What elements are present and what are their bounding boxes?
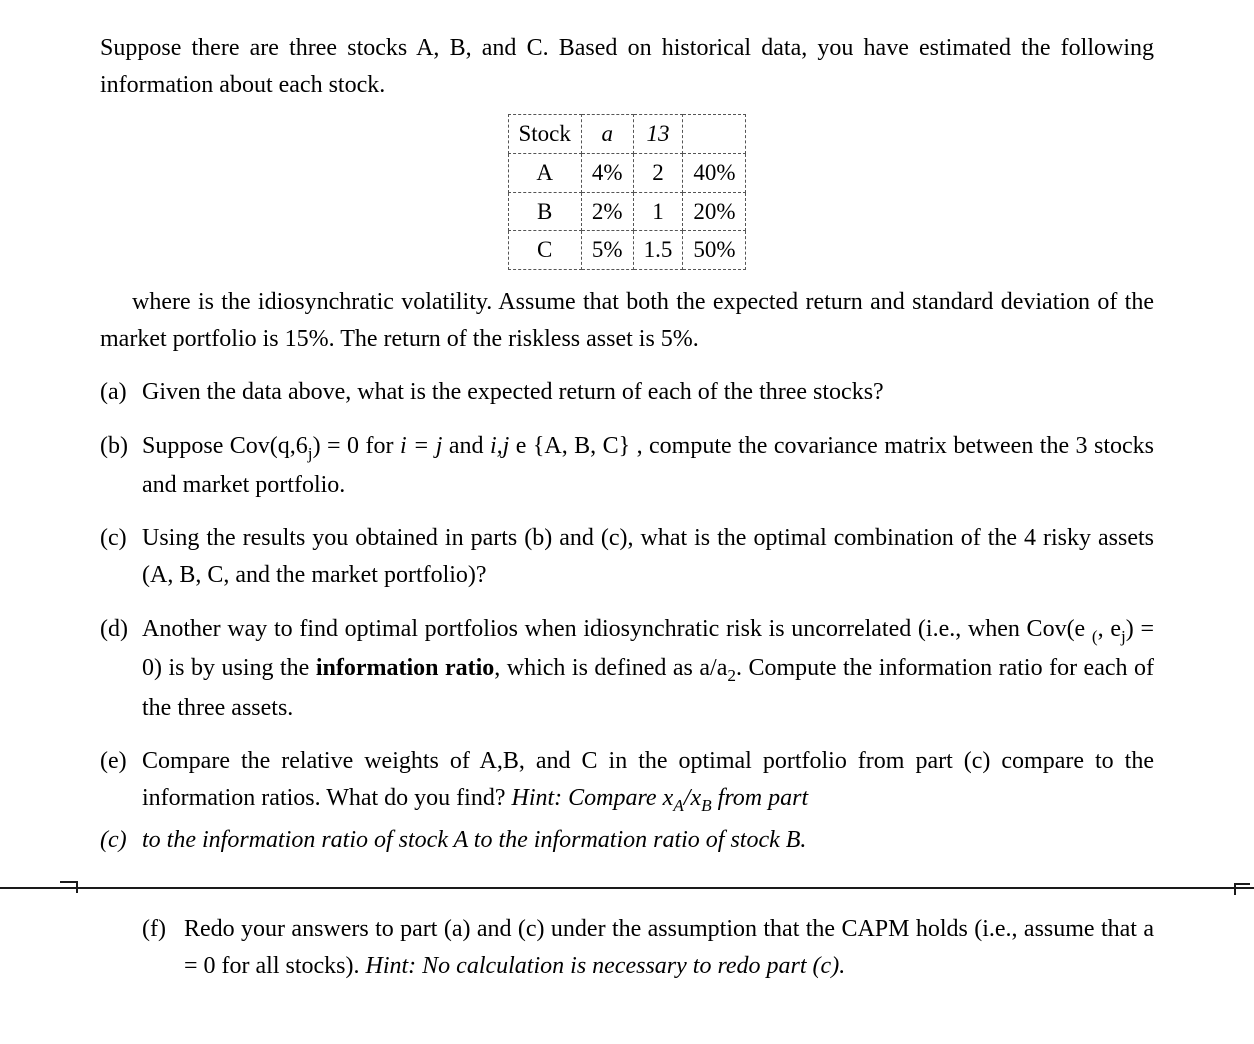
text: from part: [712, 785, 808, 811]
question-a: (a) Given the data above, what is the ex…: [100, 374, 1154, 411]
question-e: (e) Compare the relative weights of A,B,…: [100, 743, 1154, 820]
cell: 1: [633, 192, 683, 231]
question-b: (b) Suppose Cov(q,6j) = 0 for i = j and …: [100, 428, 1154, 505]
cell: 4%: [581, 154, 633, 193]
italic-text: i = j: [400, 433, 442, 459]
text: and: [442, 433, 490, 459]
cell: 5%: [581, 231, 633, 270]
subscript: 2: [727, 666, 736, 685]
cell: 1.5: [633, 231, 683, 270]
question-label: (a): [100, 374, 142, 411]
text: ) = 0 for: [313, 433, 400, 459]
question-d: (d) Another way to find optimal portfoli…: [100, 611, 1154, 727]
col-13: 13: [633, 115, 683, 154]
question-body: Redo your answers to part (a) and (c) un…: [184, 911, 1154, 985]
table-row: A 4% 2 40%: [508, 154, 746, 193]
question-e-continuation: (c) to the information ratio of stock A …: [100, 822, 1154, 859]
question-body: Given the data above, what is the expect…: [142, 374, 1154, 411]
rule-line: [0, 887, 1254, 889]
table-row: C 5% 1.5 50%: [508, 231, 746, 270]
question-f-block: (f) Redo your answers to part (a) and (c…: [100, 911, 1154, 985]
document-page: Suppose there are three stocks A, B, and…: [0, 0, 1254, 1041]
hint-text: Hint: No calculation is necessary to red…: [366, 953, 846, 979]
col-stock: Stock: [508, 115, 581, 154]
question-label: (c): [100, 520, 142, 557]
cell: B: [508, 192, 581, 231]
cell: 20%: [683, 192, 746, 231]
question-label: (f): [142, 911, 184, 948]
hint-text: Hint: Compare xA/xB from part: [511, 785, 808, 811]
cell: 40%: [683, 154, 746, 193]
table-header-row: Stock a 13: [508, 115, 746, 154]
stock-table-wrapper: Stock a 13 A 4% 2 40% B 2% 1 20% C 5% 1.…: [100, 114, 1154, 270]
col-a: a: [581, 115, 633, 154]
subscript: B: [701, 796, 712, 815]
question-label: (d): [100, 611, 142, 648]
question-body: Suppose Cov(q,6j) = 0 for i = j and i,j …: [142, 428, 1154, 505]
question-body: Another way to find optimal portfolios w…: [142, 611, 1154, 727]
question-body: Compare the relative weights of A,B, and…: [142, 743, 1154, 820]
horizontal-rule: [0, 881, 1254, 895]
cell: 2: [633, 154, 683, 193]
question-sublabel: (c): [100, 822, 142, 859]
question-f: (f) Redo your answers to part (a) and (c…: [142, 911, 1154, 985]
question-c: (c) Using the results you obtained in pa…: [100, 520, 1154, 594]
table-row: B 2% 1 20%: [508, 192, 746, 231]
context-paragraph: where is the idiosynchratic volatility. …: [100, 284, 1154, 358]
text: Another way to find optimal portfolios w…: [142, 616, 1092, 642]
question-list: (a) Given the data above, what is the ex…: [100, 374, 1154, 859]
question-label: (b): [100, 428, 142, 465]
subscript: A: [673, 796, 684, 815]
cell: C: [508, 231, 581, 270]
text: , e: [1098, 616, 1121, 642]
text: /x: [684, 785, 701, 811]
question-body: Using the results you obtained in parts …: [142, 520, 1154, 594]
col-blank: [683, 115, 746, 154]
cell: 50%: [683, 231, 746, 270]
italic-text: i,j: [490, 433, 509, 459]
cell: A: [508, 154, 581, 193]
intro-paragraph: Suppose there are three stocks A, B, and…: [100, 30, 1154, 104]
text: Hint: Compare x: [511, 785, 673, 811]
rule-tick-right: [1234, 883, 1250, 895]
bold-text: information ratio: [316, 655, 494, 681]
text: , which is defined as a/a: [494, 655, 727, 681]
text: Suppose Cov(q,6: [142, 433, 308, 459]
question-label: (e): [100, 743, 142, 780]
stock-table: Stock a 13 A 4% 2 40% B 2% 1 20% C 5% 1.…: [508, 114, 747, 270]
cell: 2%: [581, 192, 633, 231]
hint-continuation: to the information ratio of stock A to t…: [142, 822, 1154, 859]
